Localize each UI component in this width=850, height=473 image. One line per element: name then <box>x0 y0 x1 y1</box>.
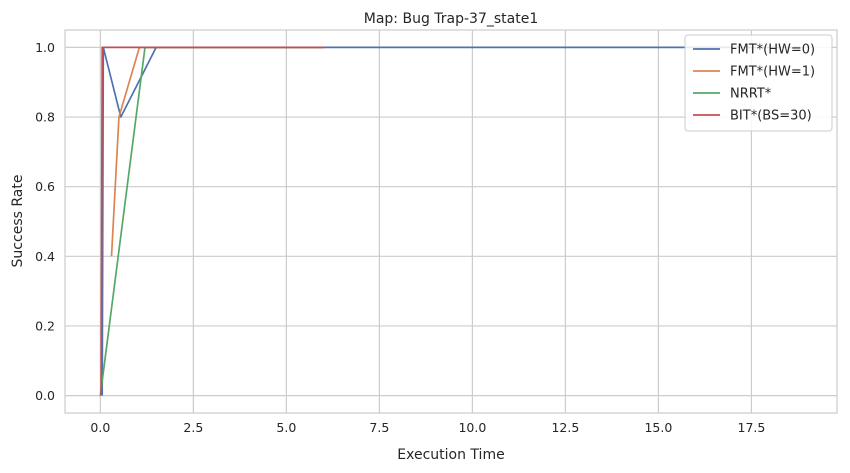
series-line-3 <box>100 46 324 396</box>
chart-title: Map: Bug Trap-37_state1 <box>364 11 538 27</box>
y-tick-label: 0.2 <box>35 318 55 333</box>
x-tick-label: 12.5 <box>551 420 579 435</box>
series-line-2 <box>99 46 324 396</box>
x-tick-label: 2.5 <box>183 420 203 435</box>
series-line-1 <box>110 46 324 257</box>
legend-box <box>684 34 833 132</box>
legend-label: NRRT* <box>730 87 772 102</box>
x-tick-label: 0.0 <box>90 420 110 435</box>
legend-label: BIT*(BS=30) <box>730 109 812 124</box>
legend-label: FMT*(HW=1) <box>730 65 815 80</box>
legend: FMT*(HW=0) FMT*(HW=1) NRRT* BIT*(BS=30) <box>684 34 833 132</box>
y-tick-label: 0.6 <box>35 179 55 194</box>
plot-frame <box>64 29 838 414</box>
legend-label: FMT*(HW=0) <box>730 43 815 58</box>
x-tick-label: 15.0 <box>644 420 672 435</box>
x-tick-label: 7.5 <box>369 420 389 435</box>
y-tick-label: 0.0 <box>35 388 55 403</box>
y-tick-label: 0.4 <box>35 249 55 264</box>
y-tick-labels: 0.0 0.2 0.4 0.6 0.8 1.0 <box>35 40 55 403</box>
y-tick-label: 1.0 <box>35 40 55 55</box>
x-tick-labels: 0.0 2.5 5.0 7.5 10.0 12.5 15.0 17.5 <box>90 420 765 435</box>
y-tick-label: 0.8 <box>35 110 55 125</box>
x-tick-label: 17.5 <box>738 420 766 435</box>
x-tick-label: 10.0 <box>458 420 486 435</box>
series-line-0 <box>101 46 800 396</box>
series-layer <box>99 46 800 396</box>
y-axis-label: Success Rate <box>10 175 26 268</box>
x-tick-label: 5.0 <box>276 420 296 435</box>
x-axis-label: Execution Time <box>397 447 504 463</box>
